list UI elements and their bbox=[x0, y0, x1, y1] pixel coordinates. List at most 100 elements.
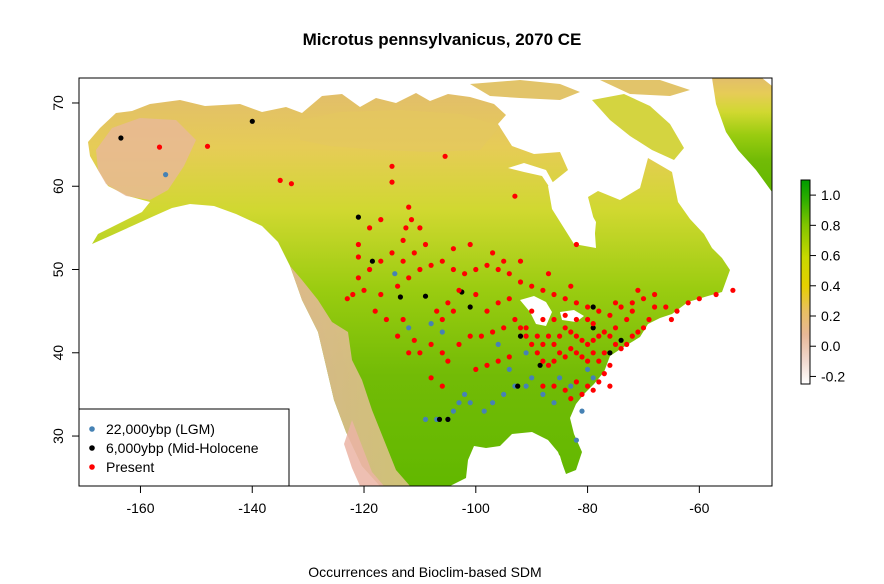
occurrence-point bbox=[596, 308, 602, 314]
occurrence-point bbox=[428, 321, 434, 327]
occurrence-point bbox=[355, 275, 361, 281]
occurrence-point bbox=[640, 325, 647, 331]
occurrence-point bbox=[450, 408, 456, 414]
legend-marker bbox=[89, 464, 95, 470]
occurrence-point bbox=[607, 350, 613, 356]
occurrence-point bbox=[573, 316, 580, 323]
occurrence-point bbox=[640, 296, 647, 302]
occurrence-point bbox=[529, 283, 535, 289]
occurrence-point bbox=[428, 375, 434, 381]
occurrence-point bbox=[450, 308, 456, 314]
greenland bbox=[712, 78, 772, 192]
occurrence-point bbox=[612, 325, 619, 331]
occurrence-point bbox=[517, 325, 524, 331]
occurrence-point bbox=[406, 275, 412, 281]
occurrence-point bbox=[517, 258, 524, 264]
occurrence-point bbox=[607, 312, 613, 318]
colorbar-tick-label: 0.6 bbox=[821, 248, 841, 264]
occurrence-point bbox=[378, 217, 384, 223]
occurrence-point bbox=[512, 193, 518, 199]
occurrence-point bbox=[408, 217, 415, 223]
occurrence-point bbox=[529, 341, 535, 347]
occurrence-point bbox=[442, 153, 448, 159]
x-axis-label: Occurrences and Bioclim-based SDM bbox=[308, 564, 542, 580]
colorbar: 1.0 0.8 0.6 0.4 0.2 0.0 -0.2 bbox=[800, 179, 845, 385]
x-tick-label: -60 bbox=[689, 500, 709, 516]
occurrence-point bbox=[490, 400, 496, 406]
occurrence-point bbox=[490, 329, 496, 335]
occurrence-point bbox=[422, 241, 429, 248]
occurrence-point bbox=[456, 287, 462, 293]
occurrence-point bbox=[562, 354, 568, 360]
legend-marker bbox=[89, 445, 95, 451]
occurrence-point bbox=[596, 358, 602, 364]
occurrence-point bbox=[456, 400, 462, 406]
occurrence-point bbox=[601, 350, 607, 356]
occurrence-point bbox=[668, 316, 675, 323]
colorbar-tick-label: -0.2 bbox=[821, 368, 845, 384]
occurrence-point bbox=[607, 383, 613, 389]
occurrence-point bbox=[534, 333, 540, 339]
occurrence-point bbox=[517, 279, 524, 285]
occurrence-point bbox=[484, 262, 490, 268]
occurrence-point bbox=[506, 296, 512, 302]
occurrence-point bbox=[573, 333, 580, 339]
occurrence-point bbox=[562, 387, 568, 393]
occurrence-point bbox=[590, 337, 596, 343]
occurrence-point bbox=[551, 291, 557, 298]
occurrence-point bbox=[397, 294, 403, 300]
occurrence-point bbox=[495, 341, 501, 347]
occurrence-point bbox=[515, 383, 521, 389]
occurrence-point bbox=[551, 341, 557, 347]
occurrence-point bbox=[506, 366, 512, 372]
occurrence-point bbox=[624, 341, 630, 347]
occurrence-point bbox=[395, 333, 401, 339]
occurrence-point bbox=[612, 341, 619, 347]
occurrence-point bbox=[436, 416, 443, 422]
occurrence-point bbox=[411, 250, 417, 256]
occurrence-point bbox=[445, 416, 451, 422]
occurrence-point bbox=[344, 296, 350, 302]
occurrence-point bbox=[590, 304, 596, 310]
occurrence-point bbox=[456, 341, 462, 347]
occurrence-point bbox=[579, 391, 585, 397]
occurrence-point bbox=[523, 383, 529, 389]
occurrence-point bbox=[417, 266, 423, 273]
occurrence-point bbox=[403, 225, 409, 231]
occurrence-point bbox=[355, 254, 361, 260]
x-tick-label: -120 bbox=[350, 500, 378, 516]
occurrence-point bbox=[506, 354, 512, 360]
occurrence-point bbox=[529, 308, 535, 314]
x-tick-label: -80 bbox=[577, 500, 597, 516]
occurrence-point bbox=[585, 304, 591, 310]
occurrence-point bbox=[350, 291, 356, 298]
occurrence-point bbox=[540, 391, 546, 397]
occurrence-point bbox=[417, 350, 423, 356]
occurrence-point bbox=[445, 358, 451, 364]
occurrence-point bbox=[568, 383, 574, 389]
occurrence-point bbox=[445, 300, 451, 306]
occurrence-point bbox=[529, 375, 535, 381]
occurrence-point bbox=[585, 316, 591, 323]
occurrence-point bbox=[579, 408, 585, 414]
occurrence-point bbox=[713, 291, 719, 298]
occurrence-point bbox=[579, 337, 585, 343]
occurrence-point bbox=[372, 308, 378, 314]
occurrence-point bbox=[540, 287, 546, 293]
occurrence-point bbox=[601, 329, 607, 335]
occurrence-point bbox=[568, 346, 574, 352]
y-tick-label: 40 bbox=[50, 345, 66, 361]
occurrence-point bbox=[383, 316, 389, 323]
occurrence-point bbox=[590, 387, 596, 393]
occurrence-point bbox=[551, 358, 557, 364]
occurrence-point bbox=[484, 362, 490, 368]
occurrence-point bbox=[629, 308, 635, 314]
x-axis: -160 -140 -120 -100 -80 -60 bbox=[126, 485, 710, 516]
occurrence-point bbox=[646, 316, 652, 323]
occurrence-point bbox=[540, 341, 546, 347]
occurrence-point bbox=[450, 266, 456, 273]
occurrence-point bbox=[462, 271, 468, 277]
occurrence-point bbox=[601, 371, 607, 377]
occurrence-point bbox=[573, 379, 580, 385]
occurrence-point bbox=[534, 350, 540, 356]
